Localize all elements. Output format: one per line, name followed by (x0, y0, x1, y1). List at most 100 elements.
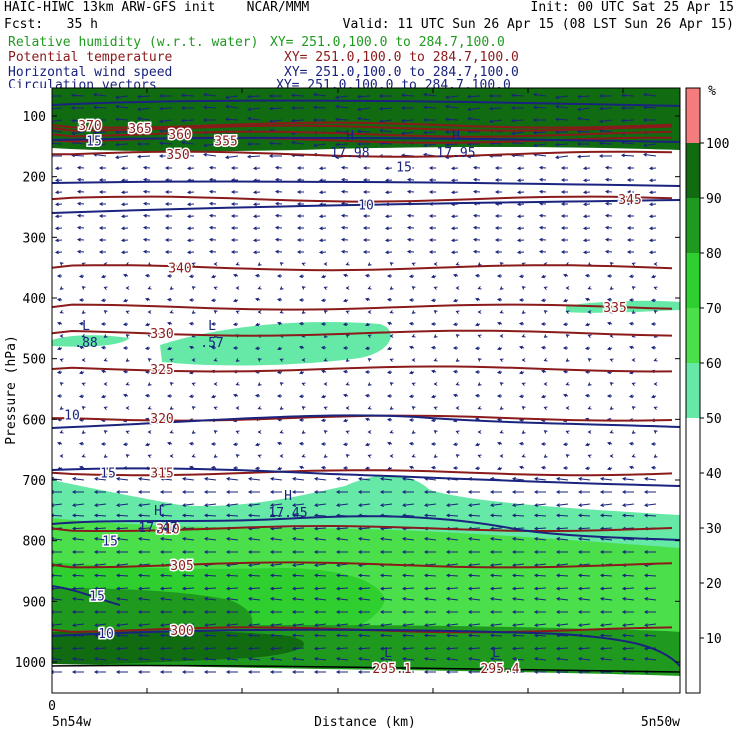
circulation-vector (59, 429, 64, 434)
circulation-vector (620, 93, 635, 98)
circulation-vector (103, 334, 108, 338)
circulation-vector (499, 334, 504, 338)
circulation-vector (384, 238, 393, 243)
wind-speed-contour-line (52, 180, 680, 187)
circulation-vector (428, 178, 436, 182)
circulation-vector (93, 670, 106, 674)
circulation-vector (379, 550, 392, 554)
circulation-vector (555, 610, 568, 614)
circulation-vector (494, 214, 502, 218)
circulation-vector (81, 406, 86, 410)
circulation-vector (621, 513, 635, 518)
circulation-vector (518, 274, 525, 279)
circulation-vector (312, 143, 327, 148)
circulation-vector (313, 477, 327, 481)
circulation-vector (257, 310, 262, 314)
circulation-vector (494, 178, 502, 182)
circulation-vector (379, 633, 393, 638)
circulation-vector (357, 526, 371, 531)
field-wind-name: Horizontal wind speed (8, 65, 173, 80)
circulation-vector (137, 623, 151, 627)
circulation-vector (489, 550, 502, 554)
circulation-vector (628, 394, 635, 399)
circulation-vector (115, 477, 129, 481)
circulation-vector (159, 633, 173, 638)
circulation-vector (423, 550, 436, 554)
circulation-vector (582, 238, 591, 243)
circulation-vector (71, 550, 84, 554)
circulation-vector (115, 670, 128, 674)
circulation-vector (560, 250, 568, 254)
circulation-vector (643, 597, 657, 601)
circulation-vector (71, 610, 84, 614)
circulation-vector (609, 429, 614, 434)
circulation-vector (406, 189, 415, 194)
circulation-vector (510, 131, 525, 136)
circulation-vector (518, 465, 525, 470)
circulation-vector (213, 454, 218, 458)
circulation-vector (159, 610, 172, 614)
colorbar-label: 60 (706, 357, 722, 372)
circulation-vector (621, 633, 635, 638)
circulation-vector (202, 92, 217, 97)
y-tick-label: 300 (23, 231, 46, 246)
circulation-vector (621, 586, 635, 591)
circulation-vector (232, 466, 238, 470)
circulation-vector (52, 623, 63, 627)
circulation-vector (52, 490, 62, 494)
circulation-vector (533, 646, 547, 651)
circulation-vector (186, 202, 195, 207)
circulation-vector (631, 310, 636, 314)
field-vectors-name: Circulation vectors (8, 79, 157, 88)
circulation-vector (323, 310, 328, 314)
circulation-vector (364, 273, 371, 278)
circulation-vector (247, 513, 261, 518)
circulation-vector (247, 503, 261, 507)
circulation-vector (408, 274, 415, 279)
circulation-vector (100, 298, 107, 303)
circulation-vector (188, 441, 195, 446)
circulation-vector (494, 190, 502, 194)
circulation-vector (254, 442, 261, 447)
circulation-vector (202, 143, 217, 148)
y-tick-label: 700 (23, 474, 46, 489)
circulation-vector (235, 406, 240, 410)
terrain-line (52, 664, 680, 673)
circulation-vector (489, 633, 503, 638)
circulation-vector (76, 249, 85, 254)
circulation-vector (378, 94, 392, 98)
circulation-vector (181, 490, 194, 494)
circulation-vector (71, 646, 85, 651)
circulation-vector (93, 563, 107, 567)
circulation-vector (268, 141, 283, 146)
circulation-vector (345, 261, 350, 266)
circulation-vector (313, 597, 327, 601)
circulation-vector (181, 550, 194, 554)
circulation-vector (144, 442, 151, 447)
circulation-vector (450, 238, 459, 243)
circulation-vector (489, 586, 503, 591)
circulation-vector (423, 597, 437, 601)
circulation-vector (494, 226, 502, 230)
circulation-vector (555, 657, 569, 661)
circulation-vector (516, 238, 525, 243)
circulation-vector (301, 310, 306, 314)
circulation-vector (511, 670, 524, 674)
circulation-vector (621, 490, 634, 494)
circulation-vector (650, 274, 657, 279)
circulation-vector (257, 382, 262, 386)
circulation-vector (71, 597, 85, 601)
circulation-vector (188, 274, 195, 279)
y-tick-label: 500 (23, 353, 46, 368)
circulation-vector (423, 513, 437, 518)
circulation-vector (76, 177, 85, 182)
circulation-vector (555, 537, 569, 541)
circulation-vector (291, 586, 305, 591)
circulation-vector (56, 370, 63, 375)
circulation-vector (52, 537, 63, 541)
circulation-vector (565, 406, 570, 410)
circulation-vector (609, 454, 614, 458)
circulation-vector (511, 586, 525, 591)
circulation-vector (225, 477, 239, 481)
circulation-vector (210, 345, 217, 350)
